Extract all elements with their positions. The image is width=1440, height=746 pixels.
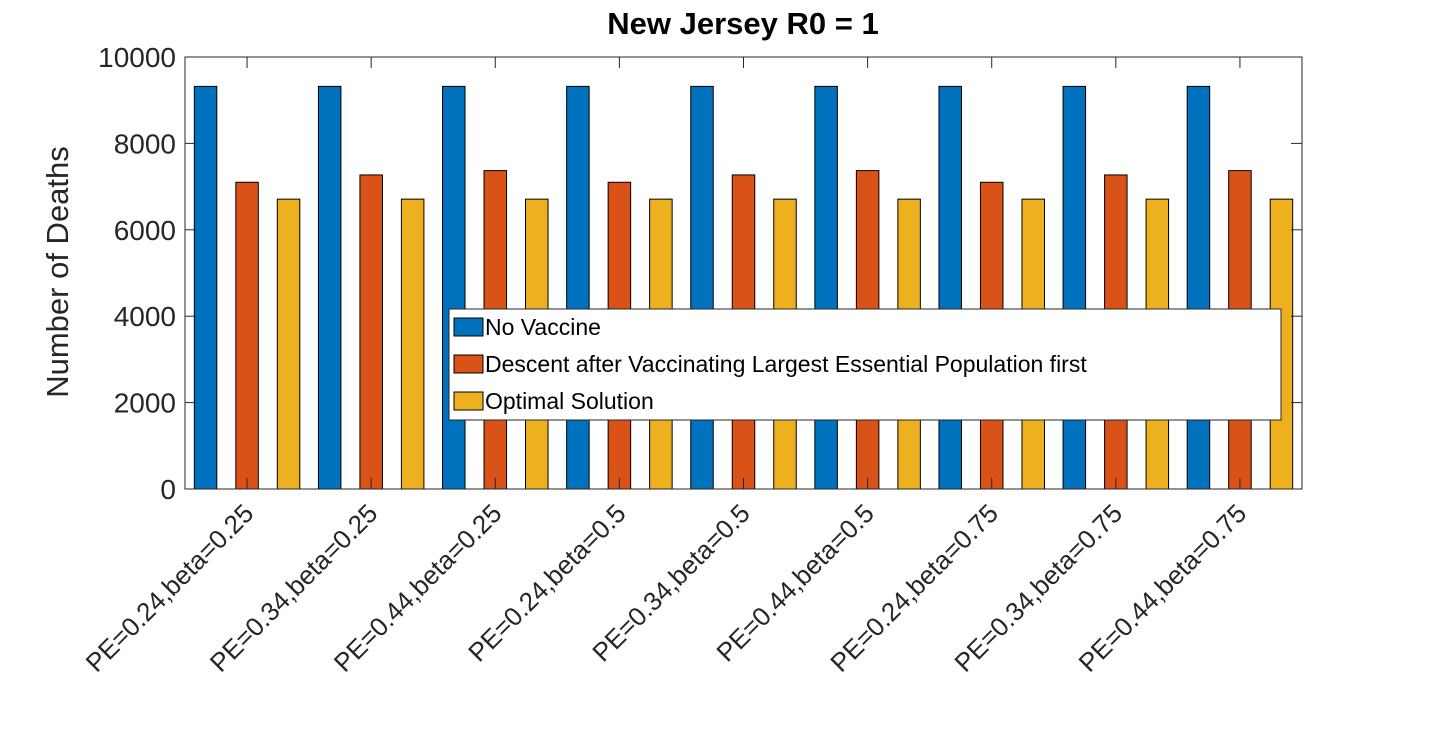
bar-1-6 [814,85,838,490]
bar-1-2 [317,85,342,490]
bar-1-1 [193,85,218,490]
bar-1-9 [1186,85,1211,490]
bar-3-1 [276,198,301,490]
legend-label-3: Optimal Solution [485,388,654,414]
bar-1-8 [1062,85,1087,490]
legend-box [448,308,1282,421]
legend-label-2: Descent after Vaccinating Largest Essent… [485,351,1087,377]
y-tick-label-5: 8000 [114,128,176,159]
bar-3-2 [400,198,425,490]
bar-2-2 [359,174,383,490]
bar-1-4 [566,85,590,490]
y-tick-label-3: 4000 [114,301,176,332]
legend-swatch-1 [453,317,484,337]
legend: No Vaccine Descent after Vaccinating Larg… [448,308,1282,421]
bar-1-5 [690,85,714,490]
bars-group [193,85,1294,490]
bar-2-1 [235,181,259,490]
y-axis-label: Number of Deaths [40,146,75,398]
legend-swatch-3 [453,391,484,411]
y-tick-label-4: 6000 [114,215,176,246]
legend-swatch-2 [453,354,484,374]
bar-1-3 [442,85,466,490]
y-tick-label-1: 0 [160,474,176,505]
legend-label-1: No Vaccine [485,314,601,340]
chart-title: New Jersey R0 = 1 [607,6,878,41]
y-tick-label-2: 2000 [114,388,176,419]
bar-1-7 [938,85,962,490]
y-tick-label-6: 10000 [98,42,176,73]
